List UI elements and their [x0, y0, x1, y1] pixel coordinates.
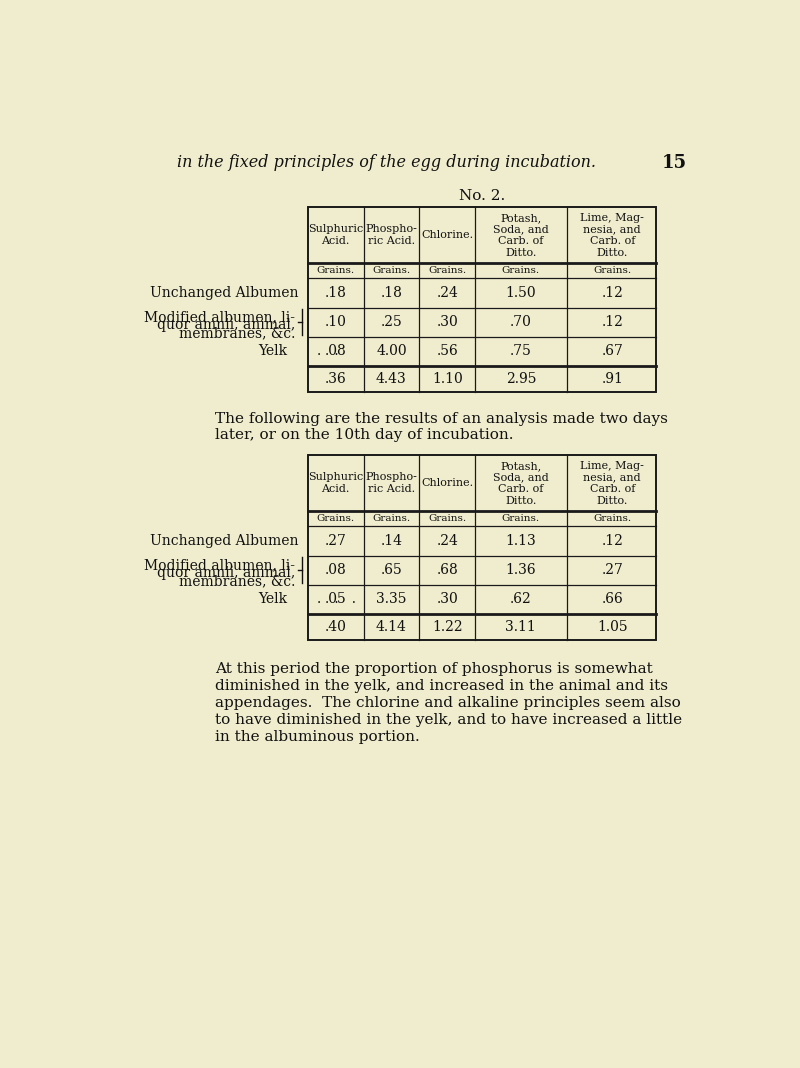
Text: .05: .05: [325, 593, 346, 607]
Text: 1.05: 1.05: [597, 621, 627, 634]
Text: 1.36: 1.36: [506, 563, 536, 577]
Text: Grains.: Grains.: [594, 514, 631, 523]
Text: Grains.: Grains.: [502, 266, 540, 276]
Text: 4.43: 4.43: [376, 372, 406, 387]
Text: .12: .12: [602, 534, 623, 548]
Text: Grains.: Grains.: [372, 514, 410, 523]
Text: .12: .12: [602, 286, 623, 300]
Text: .36: .36: [325, 372, 346, 387]
Text: .27: .27: [325, 534, 346, 548]
Text: .10: .10: [325, 315, 346, 329]
Text: Sulphuric
Acid.: Sulphuric Acid.: [308, 224, 363, 246]
Text: Chlorine.: Chlorine.: [421, 231, 474, 240]
Text: .25: .25: [381, 315, 402, 329]
Text: .14: .14: [381, 534, 402, 548]
Text: Grains.: Grains.: [428, 266, 466, 276]
Text: .   .   .: . . .: [317, 593, 356, 607]
Text: 1.13: 1.13: [506, 534, 536, 548]
Text: 1.22: 1.22: [432, 621, 462, 634]
Text: .24: .24: [436, 286, 458, 300]
Text: in the fixed principles of the egg during incubation.: in the fixed principles of the egg durin…: [178, 154, 596, 171]
Text: membranes, &c.: membranes, &c.: [179, 327, 295, 341]
Text: Lime, Mag-
nesia, and
Carb. of
Ditto.: Lime, Mag- nesia, and Carb. of Ditto.: [580, 460, 644, 505]
Text: Yelk: Yelk: [258, 345, 287, 359]
Text: .12: .12: [602, 315, 623, 329]
Text: At this period the proportion of phosphorus is somewhat: At this period the proportion of phospho…: [214, 662, 653, 676]
Text: .68: .68: [436, 563, 458, 577]
Text: .75: .75: [510, 345, 532, 359]
Text: to have diminished in the yelk, and to have increased a little: to have diminished in the yelk, and to h…: [214, 712, 682, 726]
Text: .91: .91: [602, 372, 623, 387]
Text: Unchanged Albumen: Unchanged Albumen: [150, 286, 298, 300]
Text: 3.11: 3.11: [506, 621, 536, 634]
Text: quor amnii, animal,: quor amnii, animal,: [157, 318, 295, 332]
Text: 15: 15: [662, 154, 687, 172]
Text: 4.14: 4.14: [376, 621, 407, 634]
Text: appendages.  The chlorine and alkaline principles seem also: appendages. The chlorine and alkaline pr…: [214, 695, 681, 709]
Text: Grains.: Grains.: [428, 514, 466, 523]
Text: .67: .67: [602, 345, 623, 359]
Text: Modified albumen, li-: Modified albumen, li-: [144, 557, 295, 571]
Text: .08: .08: [325, 345, 346, 359]
Text: Yelk: Yelk: [258, 593, 287, 607]
Text: Grains.: Grains.: [502, 514, 540, 523]
Text: 3.35: 3.35: [376, 593, 406, 607]
Text: .30: .30: [436, 315, 458, 329]
Text: Potash,
Soda, and
Carb. of
Ditto.: Potash, Soda, and Carb. of Ditto.: [493, 460, 549, 505]
Bar: [308, 207, 657, 392]
Text: .66: .66: [602, 593, 623, 607]
Text: No. 2.: No. 2.: [459, 189, 506, 203]
Text: later, or on the 10th day of incubation.: later, or on the 10th day of incubation.: [214, 428, 514, 442]
Text: Grains.: Grains.: [317, 514, 354, 523]
Text: Chlorine.: Chlorine.: [421, 478, 474, 488]
Text: .   .: . .: [317, 345, 338, 359]
Text: Unchanged Albumen: Unchanged Albumen: [150, 534, 298, 548]
Text: Grains.: Grains.: [594, 266, 631, 276]
Text: .40: .40: [325, 621, 346, 634]
Text: .65: .65: [381, 563, 402, 577]
Text: .27: .27: [602, 563, 623, 577]
Text: .30: .30: [436, 593, 458, 607]
Text: Phospho-
ric Acid.: Phospho- ric Acid.: [366, 224, 418, 246]
Text: Sulphuric
Acid.: Sulphuric Acid.: [308, 472, 363, 493]
Text: 1.50: 1.50: [506, 286, 536, 300]
Text: Grains.: Grains.: [317, 266, 354, 276]
Text: .18: .18: [381, 286, 402, 300]
Text: 1.10: 1.10: [432, 372, 462, 387]
Text: quor amnii, animal,: quor amnii, animal,: [157, 566, 295, 580]
Text: Phospho-
ric Acid.: Phospho- ric Acid.: [366, 472, 418, 493]
Text: in the albuminous portion.: in the albuminous portion.: [214, 729, 419, 743]
Text: .56: .56: [436, 345, 458, 359]
Text: .62: .62: [510, 593, 532, 607]
Text: Grains.: Grains.: [372, 266, 410, 276]
Text: Potash,
Soda, and
Carb. of
Ditto.: Potash, Soda, and Carb. of Ditto.: [493, 213, 549, 257]
Text: 4.00: 4.00: [376, 345, 406, 359]
Text: .24: .24: [436, 534, 458, 548]
Text: 2.95: 2.95: [506, 372, 536, 387]
Text: .08: .08: [325, 563, 346, 577]
Text: .18: .18: [325, 286, 346, 300]
Text: diminished in the yelk, and increased in the animal and its: diminished in the yelk, and increased in…: [214, 678, 668, 693]
Bar: [308, 455, 657, 640]
Text: Lime, Mag-
nesia, and
Carb. of
Ditto.: Lime, Mag- nesia, and Carb. of Ditto.: [580, 213, 644, 257]
Text: Modified albumen, li-: Modified albumen, li-: [144, 310, 295, 324]
Text: membranes, &c.: membranes, &c.: [179, 575, 295, 588]
Text: .70: .70: [510, 315, 532, 329]
Text: The following are the results of an analysis made two days: The following are the results of an anal…: [214, 411, 667, 425]
